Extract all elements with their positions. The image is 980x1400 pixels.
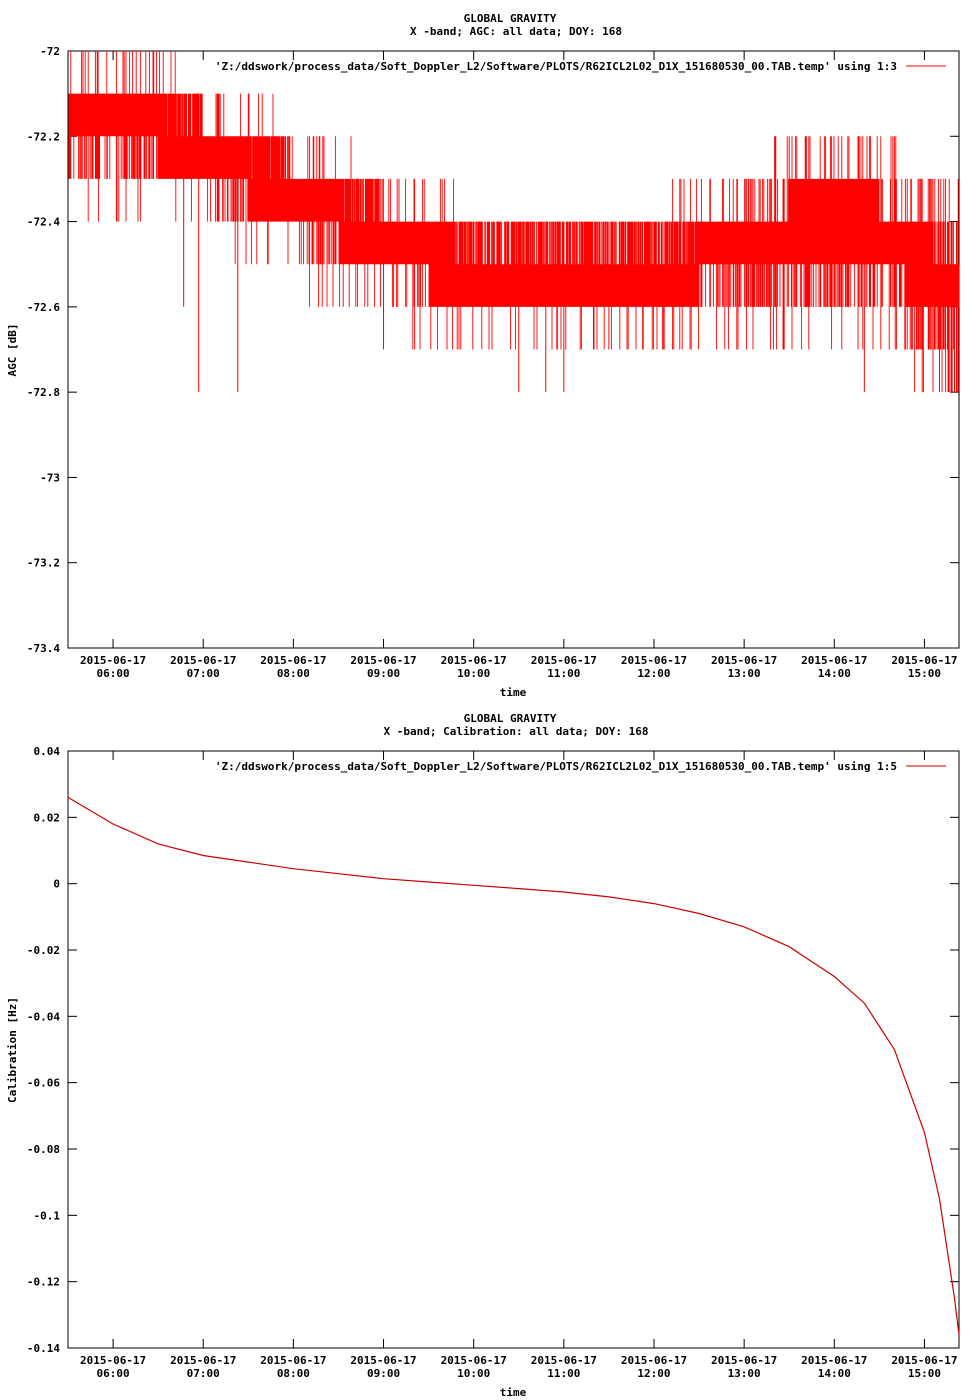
y-tick-label: -0.08 <box>27 1143 60 1156</box>
x-tick-label-date: 2015-06-17 <box>170 654 236 667</box>
y-tick-label: -72 <box>40 45 60 58</box>
x-tick-label-time: 13:00 <box>728 667 761 680</box>
x-tick-label-time: 13:00 <box>728 1367 761 1380</box>
y-tick-label: -0.02 <box>27 944 60 957</box>
calibration-legend-label: 'Z:/ddswork/process_data/Soft_Doppler_L2… <box>215 760 897 773</box>
y-tick-label: -72.8 <box>27 386 60 399</box>
agc-series <box>68 51 960 393</box>
x-tick-label-date: 2015-06-17 <box>170 1354 236 1367</box>
x-tick-label-time: 08:00 <box>277 1367 310 1380</box>
x-tick-label-time: 15:00 <box>908 667 941 680</box>
x-tick-label-time: 11:00 <box>547 667 580 680</box>
x-tick-label-time: 06:00 <box>97 667 130 680</box>
calibration-plot-frame <box>67 750 960 1349</box>
x-tick-label-time: 10:00 <box>457 1367 490 1380</box>
y-tick-label: -0.1 <box>34 1209 61 1222</box>
agc-chart-subtitle: X -band; AGC: all data; DOY: 168 <box>410 25 622 38</box>
x-tick-label-date: 2015-06-17 <box>350 654 416 667</box>
y-tick-label: -0.06 <box>27 1077 60 1090</box>
x-tick-label-time: 09:00 <box>367 1367 400 1380</box>
x-tick-label-date: 2015-06-17 <box>531 1354 597 1367</box>
calibration-y-axis-label: Calibration [Hz] <box>6 997 19 1103</box>
x-tick-label-time: 11:00 <box>547 1367 580 1380</box>
x-tick-label-date: 2015-06-17 <box>711 1354 777 1367</box>
y-tick-label: -0.14 <box>27 1342 60 1355</box>
calibration-x-axis-label: time <box>500 1386 527 1399</box>
x-tick-label-time: 14:00 <box>818 1367 851 1380</box>
x-tick-label-date: 2015-06-17 <box>891 1354 957 1367</box>
x-tick-label-date: 2015-06-17 <box>80 1354 146 1367</box>
x-tick-label-time: 06:00 <box>97 1367 130 1380</box>
agc-x-axis-label: time <box>500 686 527 699</box>
calibration-legend: 'Z:/ddswork/process_data/Soft_Doppler_L2… <box>215 760 946 773</box>
x-tick-label-date: 2015-06-17 <box>531 654 597 667</box>
agc-y-axis-label: AGC [dB] <box>6 324 19 377</box>
y-tick-label: 0.04 <box>34 745 61 758</box>
x-tick-label-time: 07:00 <box>187 1367 220 1380</box>
agc-chart-title: GLOBAL GRAVITY <box>464 12 557 25</box>
x-tick-label-date: 2015-06-17 <box>621 654 687 667</box>
y-tick-label: -0.12 <box>27 1276 60 1289</box>
calibration-series <box>67 796 960 1335</box>
agc-legend-label: 'Z:/ddswork/process_data/Soft_Doppler_L2… <box>215 60 897 73</box>
y-tick-label: -72.4 <box>27 216 60 229</box>
x-tick-label-time: 15:00 <box>908 1367 941 1380</box>
x-tick-label-date: 2015-06-17 <box>891 654 957 667</box>
x-tick-label-date: 2015-06-17 <box>260 654 326 667</box>
y-tick-label: -73.4 <box>27 642 60 655</box>
y-tick-label: 0.02 <box>34 811 61 824</box>
calibration-chart-subtitle: X -band; Calibration: all data; DOY: 168 <box>384 725 649 738</box>
x-tick-label-date: 2015-06-17 <box>801 1354 867 1367</box>
agc-chart: GLOBAL GRAVITY X -band; AGC: all data; D… <box>6 12 960 699</box>
x-tick-label-date: 2015-06-17 <box>711 654 777 667</box>
agc-legend: 'Z:/ddswork/process_data/Soft_Doppler_L2… <box>215 60 946 73</box>
x-tick-label-date: 2015-06-17 <box>350 1354 416 1367</box>
x-tick-label-time: 07:00 <box>187 667 220 680</box>
y-tick-label: -72.6 <box>27 301 60 314</box>
x-tick-label-date: 2015-06-17 <box>260 1354 326 1367</box>
x-tick-label-time: 12:00 <box>637 1367 670 1380</box>
agc-y-ticks: -72 -72.2 -72.4 -72.6 -72.8 -73 -73.2 -73.4 <box>27 45 959 655</box>
y-tick-label: 0 <box>53 878 60 891</box>
calibration-chart: GLOBAL GRAVITY X -band; Calibration: all… <box>6 712 960 1399</box>
x-tick-label-time: 14:00 <box>818 667 851 680</box>
calibration-y-ticks: 0.04 0.02 0 -0.02 -0.04 -0.06 -0.08 -0.1 -0.12 -0… <box>27 745 959 1355</box>
x-tick-label-date: 2015-06-17 <box>801 654 867 667</box>
calibration-x-ticks: 2015-06-1706:002015-06-1707:002015-06-17… <box>80 751 958 1380</box>
x-tick-label-time: 12:00 <box>637 667 670 680</box>
agc-x-ticks: 2015-06-1706:002015-06-1707:002015-06-17… <box>80 51 958 680</box>
x-tick-label-time: 09:00 <box>367 667 400 680</box>
y-tick-label: -72.2 <box>27 130 60 143</box>
calibration-series-line <box>67 796 960 1335</box>
calibration-chart-title: GLOBAL GRAVITY <box>464 712 557 725</box>
x-tick-label-date: 2015-06-17 <box>441 1354 507 1367</box>
agc-plot-frame <box>67 50 960 649</box>
agc-series-line <box>68 51 960 393</box>
y-tick-label: -73 <box>40 471 60 484</box>
y-tick-label: -0.04 <box>27 1010 60 1023</box>
y-tick-label: -73.2 <box>27 557 60 570</box>
x-tick-label-time: 08:00 <box>277 667 310 680</box>
x-tick-label-date: 2015-06-17 <box>441 654 507 667</box>
x-tick-label-date: 2015-06-17 <box>621 1354 687 1367</box>
x-tick-label-time: 10:00 <box>457 667 490 680</box>
x-tick-label-date: 2015-06-17 <box>80 654 146 667</box>
